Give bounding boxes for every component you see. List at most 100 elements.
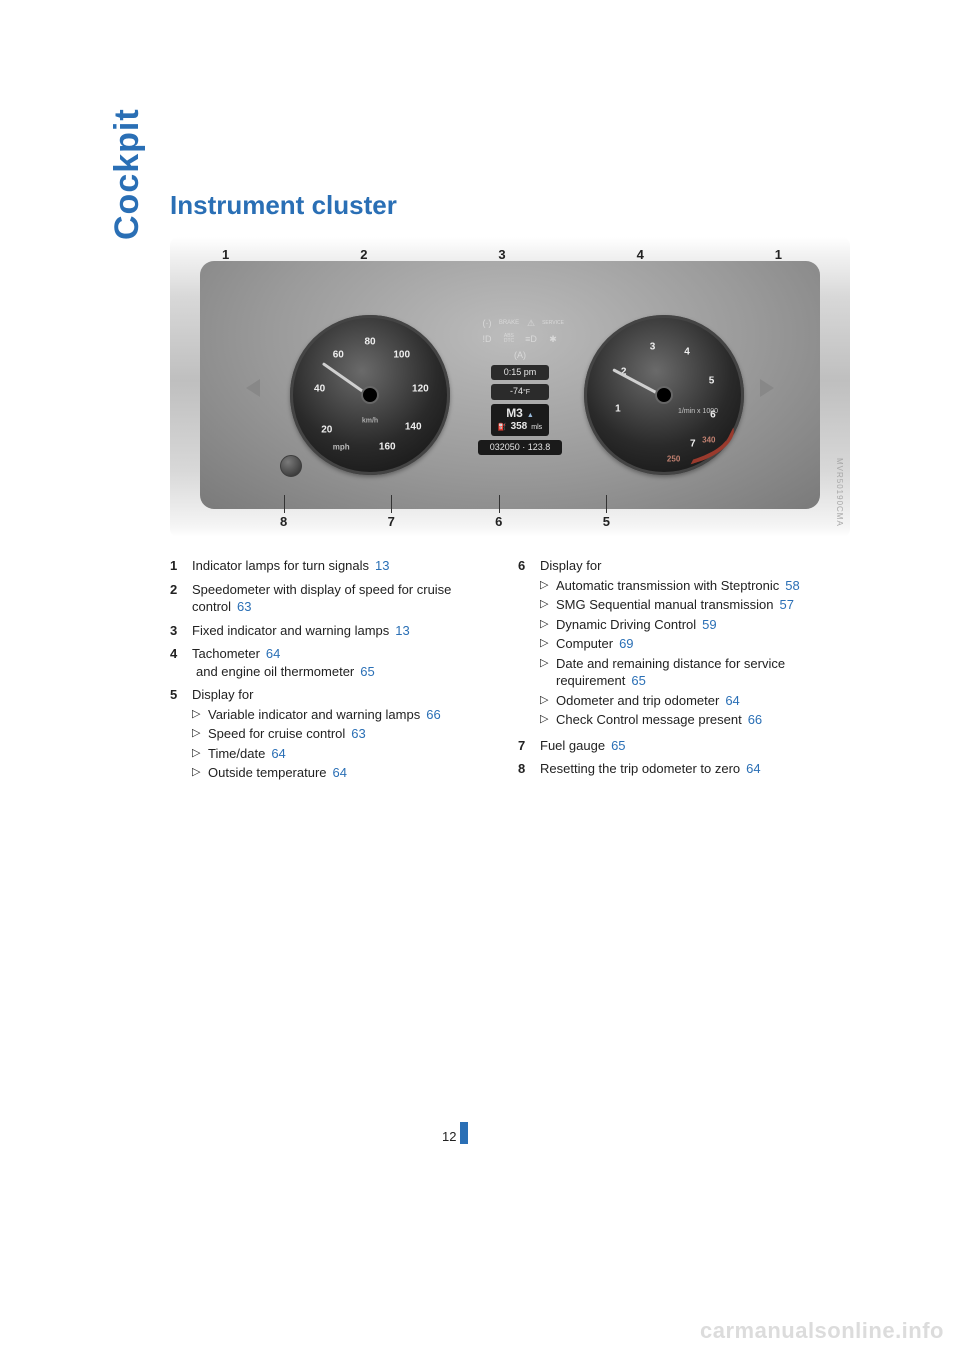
cluster-housing: 20 40 60 80 100 120 140 160 mph km/h 1 [200, 261, 820, 509]
page-reference[interactable]: 65 [631, 673, 645, 688]
speedo-unit: mph [333, 442, 350, 451]
triangle-bullet-icon: ▷ [192, 764, 208, 782]
speedo-label: 40 [314, 384, 325, 395]
speedo-label: 60 [333, 349, 344, 360]
legend-item-body: Fixed indicator and warning lamps 13 [192, 622, 490, 640]
tach-hub [655, 386, 673, 404]
callout-number: 1 [775, 247, 782, 262]
tachometer-gauge: 1 2 3 4 5 6 7 1/min x 1000 250 340 [584, 315, 744, 475]
page-reference[interactable]: 64 [725, 693, 739, 708]
page-reference[interactable]: 64 [333, 765, 347, 780]
callout-number: 6 [495, 514, 502, 529]
watermark: carmanualsonline.info [700, 1318, 944, 1344]
speedo-label: 80 [364, 336, 375, 347]
legend-subitem-text: Time/date64 [208, 745, 490, 763]
speedo-hub [361, 386, 379, 404]
callout-number: 3 [498, 247, 505, 262]
triangle-bullet-icon: ▷ [192, 745, 208, 763]
legend-item-body: Speedometer with display of speed for cr… [192, 581, 490, 616]
page-reference[interactable]: 64 [266, 646, 280, 661]
legend-item-body: Indicator lamps for turn signals 13 [192, 557, 490, 575]
legend-subitem: ▷Outside temperature64 [192, 764, 490, 782]
range-unit: mls [531, 424, 542, 433]
page-reference[interactable]: 66 [748, 712, 762, 727]
speedo-label: 100 [393, 349, 410, 360]
legend-subitem-text: Outside temperature64 [208, 764, 490, 782]
speedo-label: 20 [321, 424, 332, 435]
callout-row-bottom: 8 7 6 5 [170, 514, 850, 529]
legend-item: 8Resetting the trip odometer to zero 64 [518, 760, 838, 778]
lcd-gear: M3 ▲ ⛽ 358 mls [491, 404, 549, 436]
page-reference[interactable]: 64 [271, 746, 285, 761]
indicator-icon: ≡D [524, 333, 538, 345]
tach-redline-label: 340 [702, 435, 715, 444]
legend-subitem-text: Dynamic Driving Control59 [556, 616, 838, 634]
legend-subitem: ▷Speed for cruise control63 [192, 725, 490, 743]
brake-icon: BRAKE [502, 317, 516, 329]
legend-item-extra: and engine oil thermometer65 [196, 663, 490, 681]
page-reference[interactable]: 59 [702, 617, 716, 632]
legend-item: 1Indicator lamps for turn signals 13 [170, 557, 490, 575]
page-reference[interactable]: 69 [619, 636, 633, 651]
legend-subitem: ▷Date and remaining distance for service… [540, 655, 838, 690]
service-icon: SERVICE [546, 317, 560, 329]
legend-item-text: Tachometer [192, 646, 260, 661]
tach-label: 4 [684, 346, 690, 357]
warning-lamp-row: !D ABS DTC ≡D ✱ [480, 333, 560, 345]
legend-item-text: Indicator lamps for turn signals [192, 558, 369, 573]
callout-row-top: 1 2 3 4 1 [170, 247, 850, 262]
speedo-label: 160 [379, 441, 396, 452]
page-reference[interactable]: 13 [375, 558, 389, 573]
callout-number: 2 [360, 247, 367, 262]
lcd-time: 0:15 pm [491, 365, 549, 380]
callout-number: 5 [603, 514, 610, 529]
page-reference[interactable]: 57 [780, 597, 794, 612]
page-reference[interactable]: 58 [785, 578, 799, 593]
legend-subitem: ▷Variable indicator and warning lamps66 [192, 706, 490, 724]
gear-indicator: M3 [506, 406, 523, 421]
page-reference[interactable]: 66 [426, 707, 440, 722]
page-reference[interactable]: 64 [746, 761, 760, 776]
triangle-bullet-icon: ▷ [540, 616, 556, 634]
legend-item-body: Resetting the trip odometer to zero 64 [540, 760, 838, 778]
legend-item-number: 2 [170, 581, 192, 616]
fuel-range-icon: ⛽ [498, 424, 507, 433]
triangle-bullet-icon: ▷ [540, 577, 556, 595]
legend-item: 5Display for▷Variable indicator and warn… [170, 686, 490, 784]
callout-number: 7 [388, 514, 395, 529]
turn-signal-right-icon [760, 379, 774, 397]
legend-item-number: 3 [170, 622, 192, 640]
triangle-bullet-icon: ▷ [540, 635, 556, 653]
warning-triangle-icon: ⚠ [524, 317, 538, 329]
legend-item: 3Fixed indicator and warning lamps 13 [170, 622, 490, 640]
callout-number: 8 [280, 514, 287, 529]
page-reference[interactable]: 65 [360, 664, 374, 679]
legend-item-text: Resetting the trip odometer to zero [540, 761, 740, 776]
callout-number: 4 [637, 247, 644, 262]
legend-subitem: ▷Check Control message present66 [540, 711, 838, 729]
page-reference[interactable]: 13 [395, 623, 409, 638]
legend-item-number: 8 [518, 760, 540, 778]
legend-item: 4Tachometer64 and engine oil thermometer… [170, 645, 490, 680]
page-reference[interactable]: 65 [611, 738, 625, 753]
tach-label: 1 [615, 404, 621, 415]
lcd-odometer: 032050 · 123.8 [478, 440, 562, 455]
tach-label: 3 [650, 342, 656, 353]
lcd-temperature: -74°F [491, 384, 549, 400]
page-number-block: 12 [442, 1122, 468, 1144]
abs-icon: (A) [513, 349, 527, 361]
range-value: 358 [511, 421, 528, 434]
legend-columns: 1Indicator lamps for turn signals 13 2Spee… [170, 557, 880, 790]
legend-item-text: Fixed indicator and warning lamps [192, 623, 389, 638]
legend-right-column: 6Display for▷Automatic transmission with… [518, 557, 838, 790]
temp-value: -74 [510, 386, 523, 396]
tach-redline-label: 250 [667, 455, 680, 464]
page-marker [460, 1122, 468, 1144]
speedo-label: 140 [405, 421, 422, 432]
legend-item-text: Display for [192, 687, 253, 702]
triangle-bullet-icon: ▷ [540, 711, 556, 729]
page-reference[interactable]: 63 [237, 599, 251, 614]
page-reference[interactable]: 63 [351, 726, 365, 741]
legend-item-number: 1 [170, 557, 192, 575]
snow-icon: ✱ [546, 333, 560, 345]
